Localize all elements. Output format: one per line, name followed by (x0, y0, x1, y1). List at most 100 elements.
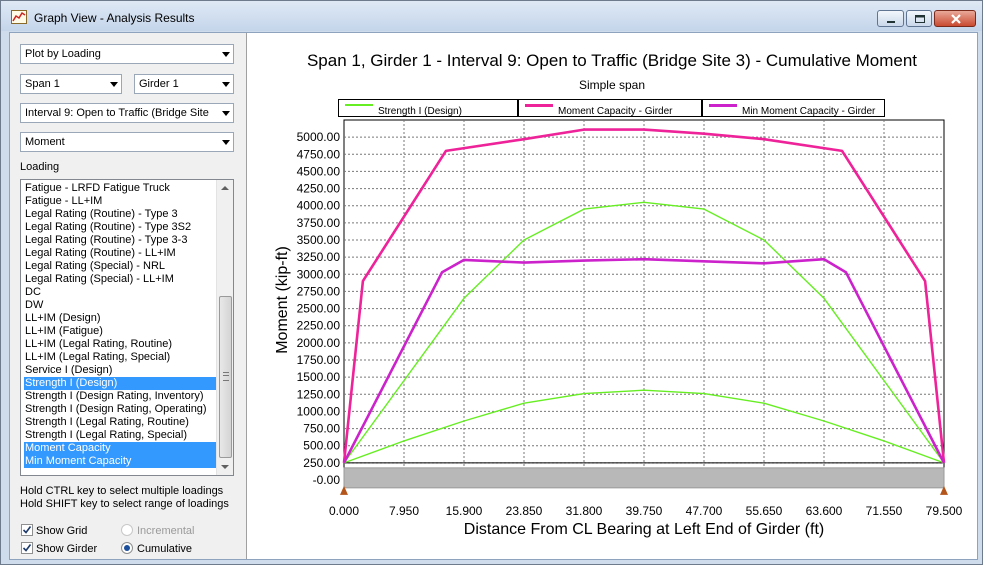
list-item[interactable]: Legal Rating (Special) - LL+IM (25, 273, 174, 285)
list-item[interactable]: Strength I (Design Rating, Operating) (25, 403, 207, 415)
x-tick-label: 15.900 (446, 504, 483, 518)
legend-label: Strength I (Design) (378, 106, 462, 117)
radio-dot (124, 545, 130, 551)
list-item[interactable]: LL+IM (Legal Rating, Special) (25, 351, 171, 363)
list-item[interactable]: Min Moment Capacity (24, 455, 216, 468)
loading-listbox[interactable]: Fatigue - LRFD Fatigue Truck Fatigue - LL… (20, 179, 234, 476)
list-item[interactable]: Strength I (Design Rating, Inventory) (25, 390, 204, 402)
legend-item-strength: Strength I (Design) (338, 99, 518, 117)
hint-shift: Hold SHIFT key to select range of loadin… (20, 498, 229, 510)
y-tick-label: 4250.00 (297, 182, 341, 196)
y-tick-label: 5000.00 (297, 130, 341, 144)
legend-label: Min Moment Capacity - Girder (742, 106, 876, 117)
plot-mode-value: Plot by Loading (25, 48, 101, 60)
chart-title: Span 1, Girder 1 - Interval 9: Open to T… (306, 51, 918, 70)
x-tick-label: 31.800 (566, 504, 603, 518)
list-item[interactable]: Service I (Design) (25, 364, 113, 376)
legend-label: Moment Capacity - Girder (558, 106, 673, 117)
list-item[interactable]: Moment Capacity (24, 442, 216, 455)
list-scrollbar[interactable] (216, 180, 233, 475)
list-item[interactable]: Fatigue - LRFD Fatigue Truck (25, 182, 170, 194)
scroll-down-icon[interactable] (221, 465, 229, 469)
y-tick-label: -0.00 (313, 473, 341, 487)
y-tick-label: 3750.00 (297, 216, 341, 230)
y-tick-label: 1500.00 (297, 370, 341, 384)
incremental-radio[interactable] (121, 524, 133, 536)
cumulative-radio[interactable] (121, 542, 133, 554)
scroll-up-icon[interactable] (221, 186, 229, 190)
x-tick-label: 47.700 (686, 504, 723, 518)
x-tick-label: 79.500 (926, 504, 963, 518)
chevron-down-icon (222, 52, 230, 57)
list-item[interactable]: Legal Rating (Special) - NRL (25, 260, 166, 272)
chart-subtitle: Simple span (578, 78, 646, 92)
list-item[interactable]: Legal Rating (Routine) - LL+IM (25, 247, 176, 259)
series-line (342, 257, 946, 464)
loading-label: Loading (20, 161, 60, 173)
chevron-down-icon (222, 82, 230, 87)
scroll-thumb[interactable] (219, 296, 232, 458)
list-item[interactable]: DW (25, 299, 44, 311)
incremental-label[interactable]: Incremental (137, 525, 195, 537)
checkmark-icon (22, 544, 32, 552)
show-girder-checkbox[interactable] (21, 542, 33, 554)
x-tick-label: 23.850 (506, 504, 543, 518)
x-tick-label: 71.550 (866, 504, 903, 518)
legend-swatch (709, 104, 737, 107)
action-value: Moment (25, 136, 65, 148)
girder-select[interactable]: Girder 1 (134, 74, 234, 94)
list-item[interactable]: Fatigue - LL+IM (25, 195, 103, 207)
bearing-support-icon (940, 485, 948, 495)
action-select[interactable]: Moment (20, 132, 234, 152)
minimize-button[interactable] (877, 10, 904, 27)
x-tick-label: 39.750 (626, 504, 663, 518)
cumulative-label[interactable]: Cumulative (137, 543, 193, 555)
list-item[interactable]: LL+IM (Legal Rating, Routine) (25, 338, 173, 350)
list-item[interactable]: LL+IM (Fatigue) (25, 325, 103, 337)
show-grid-label[interactable]: Show Grid (36, 525, 88, 537)
list-item[interactable]: Legal Rating (Routine) - Type 3 (25, 208, 178, 220)
x-tick-label: 0.000 (329, 504, 359, 518)
interval-select[interactable]: Interval 9: Open to Traffic (Bridge Site (20, 103, 234, 123)
legend-item-min-moment-capacity: Min Moment Capacity - Girder (702, 99, 885, 117)
close-icon (951, 14, 961, 24)
controls-panel: Plot by Loading Span 1 Girder 1 Interval… (10, 33, 247, 559)
window-title: Graph View - Analysis Results (34, 11, 195, 25)
legend-swatch (525, 104, 553, 107)
series-line (343, 201, 945, 464)
y-tick-label: 4500.00 (297, 164, 341, 178)
maximize-button[interactable] (906, 10, 932, 27)
x-tick-label: 7.950 (389, 504, 419, 518)
show-grid-checkbox[interactable] (21, 524, 33, 536)
title-bar[interactable]: Graph View - Analysis Results (1, 1, 982, 31)
close-button[interactable] (934, 10, 976, 27)
list-item[interactable]: Strength I (Legal Rating, Special) (25, 429, 188, 441)
chevron-down-icon (222, 140, 230, 145)
list-item[interactable]: Legal Rating (Routine) - Type 3S2 (25, 221, 192, 233)
y-axis-title: Moment (kip-ft) (274, 246, 291, 354)
checkmark-icon (22, 526, 32, 534)
y-tick-label: 4000.00 (297, 199, 341, 213)
y-tick-label: 4750.00 (297, 147, 341, 161)
girder-value: Girder 1 (139, 78, 179, 90)
y-tick-label: 2250.00 (297, 319, 341, 333)
list-item[interactable]: LL+IM (Design) (25, 312, 101, 324)
plot-mode-select[interactable]: Plot by Loading (20, 44, 234, 64)
x-tick-label: 63.600 (806, 504, 843, 518)
minimize-icon (887, 21, 895, 23)
grip-icon (223, 372, 229, 381)
legend-item-moment-capacity: Moment Capacity - Girder (518, 99, 702, 117)
list-item[interactable]: Strength I (Design) (24, 377, 216, 390)
show-girder-label[interactable]: Show Girder (36, 543, 98, 555)
list-item[interactable]: DC (25, 286, 41, 298)
y-tick-label: 3000.00 (297, 267, 341, 281)
y-tick-label: 2750.00 (297, 284, 341, 298)
y-tick-label: 750.00 (303, 422, 340, 436)
moment-chart[interactable]: -0.00 250.00 500.00 750.00 1000.00 1250.00 150… (247, 33, 977, 559)
span-select[interactable]: Span 1 (20, 74, 122, 94)
graph-app-icon (11, 10, 27, 24)
series-line (343, 389, 945, 464)
legend-swatch (345, 104, 373, 106)
list-item[interactable]: Strength I (Legal Rating, Routine) (25, 416, 189, 428)
list-item[interactable]: Legal Rating (Routine) - Type 3-3 (25, 234, 188, 246)
